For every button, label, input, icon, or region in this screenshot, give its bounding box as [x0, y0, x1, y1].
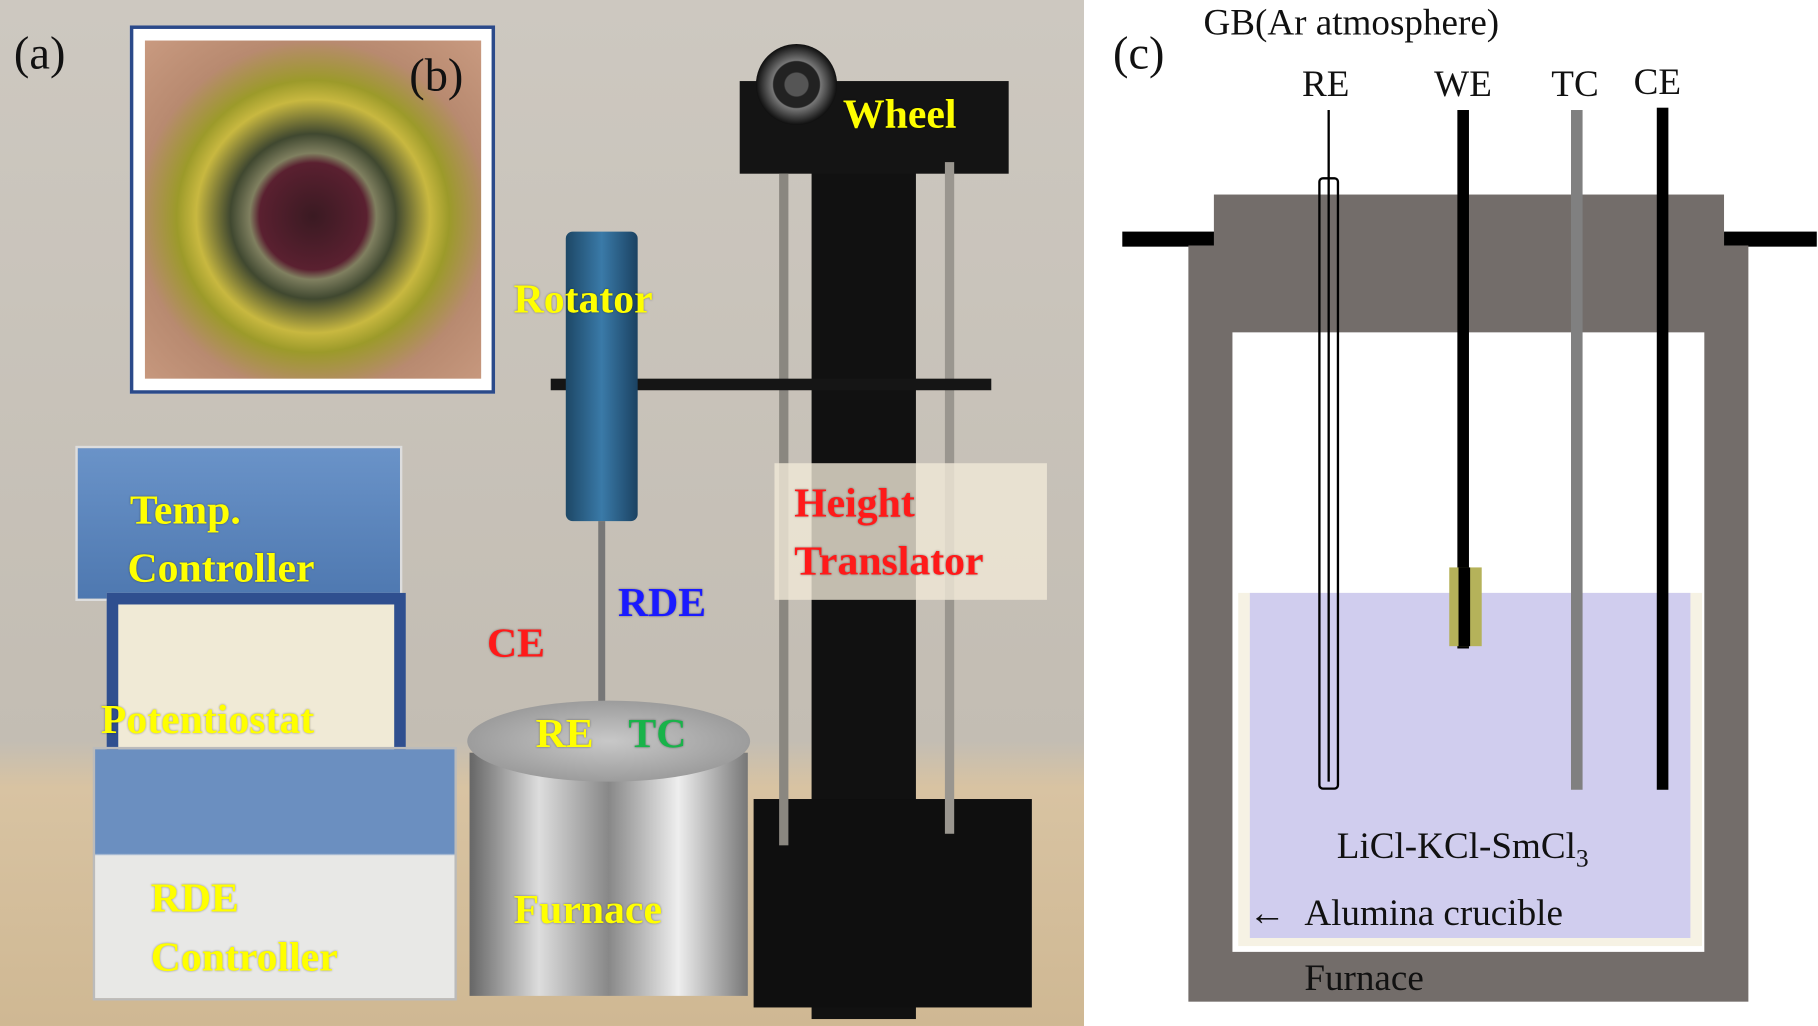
panel-a-tag: (a) — [13, 26, 66, 79]
tc-rod — [1570, 110, 1583, 790]
label-tc: TC — [628, 709, 687, 757]
label-height: Height — [794, 479, 915, 526]
inset-panel-b: (b) — [129, 25, 496, 394]
furnace-lid — [467, 700, 751, 782]
electrode-label-re: RE — [1302, 62, 1350, 105]
rde-controller-box — [92, 746, 457, 1001]
arm — [550, 378, 992, 391]
photo-panel-a: Wheel Rotator Height Translator Temp. Co… — [0, 0, 1085, 1026]
furnace-body — [469, 752, 748, 996]
furnace-lid — [1213, 194, 1725, 248]
electrode-label-ce: CE — [1633, 60, 1682, 102]
melt-formula: LiCl-KCl-SmCl — [1336, 824, 1576, 867]
melt-label: LiCl-KCl-SmCl3 — [1337, 827, 1589, 871]
diagram-panel-c: (c) GB(Ar atmosphere) RE WE TC CE LiCl-K… — [1084, 0, 1818, 1026]
glovebox-flange-right — [1724, 231, 1817, 247]
stand-base — [753, 799, 1032, 1008]
panel-b-tag: (b) — [409, 48, 464, 101]
label-wheel: Wheel — [842, 90, 957, 137]
label-translator: Translator — [794, 537, 984, 584]
glovebox-flange-left — [1122, 231, 1216, 247]
electrode-closeup-photo — [144, 40, 482, 379]
electrode-label-tc: TC — [1551, 62, 1599, 105]
we-rod — [1457, 110, 1469, 649]
rde-shaft — [598, 521, 606, 707]
molten-salt — [1249, 592, 1691, 938]
we-tip-core — [1458, 567, 1471, 647]
electrode-label-we: WE — [1434, 62, 1492, 105]
height-translator-label-bg — [774, 463, 1047, 600]
label-temp-controller: Controller — [127, 544, 315, 591]
atmosphere-label: GB(Ar atmosphere) — [1203, 1, 1500, 43]
label-potentiostat: Potentiostat — [100, 695, 315, 743]
wheel-icon — [755, 44, 838, 126]
re-wire — [1327, 110, 1330, 782]
label-temp: Temp. — [129, 486, 241, 533]
re-tube — [1318, 177, 1340, 790]
panel-c-tag: (c) — [1113, 26, 1165, 79]
arrow-left-icon: ← — [1248, 891, 1286, 934]
label-rde-controller-2: Controller — [150, 933, 338, 980]
rotator-body — [565, 231, 638, 522]
melt-subscript: 3 — [1575, 843, 1589, 873]
ce-rod — [1656, 107, 1669, 790]
label-rde: RDE — [617, 579, 707, 626]
label-re: RE — [535, 709, 594, 757]
label-rotator: Rotator — [513, 275, 653, 322]
label-ce: CE — [486, 619, 545, 666]
label-rde-controller-1: RDE — [150, 874, 239, 921]
label-furnace: Furnace — [513, 885, 662, 933]
furnace-label: Furnace — [1304, 956, 1424, 999]
crucible-label: Alumina crucible — [1304, 891, 1563, 934]
